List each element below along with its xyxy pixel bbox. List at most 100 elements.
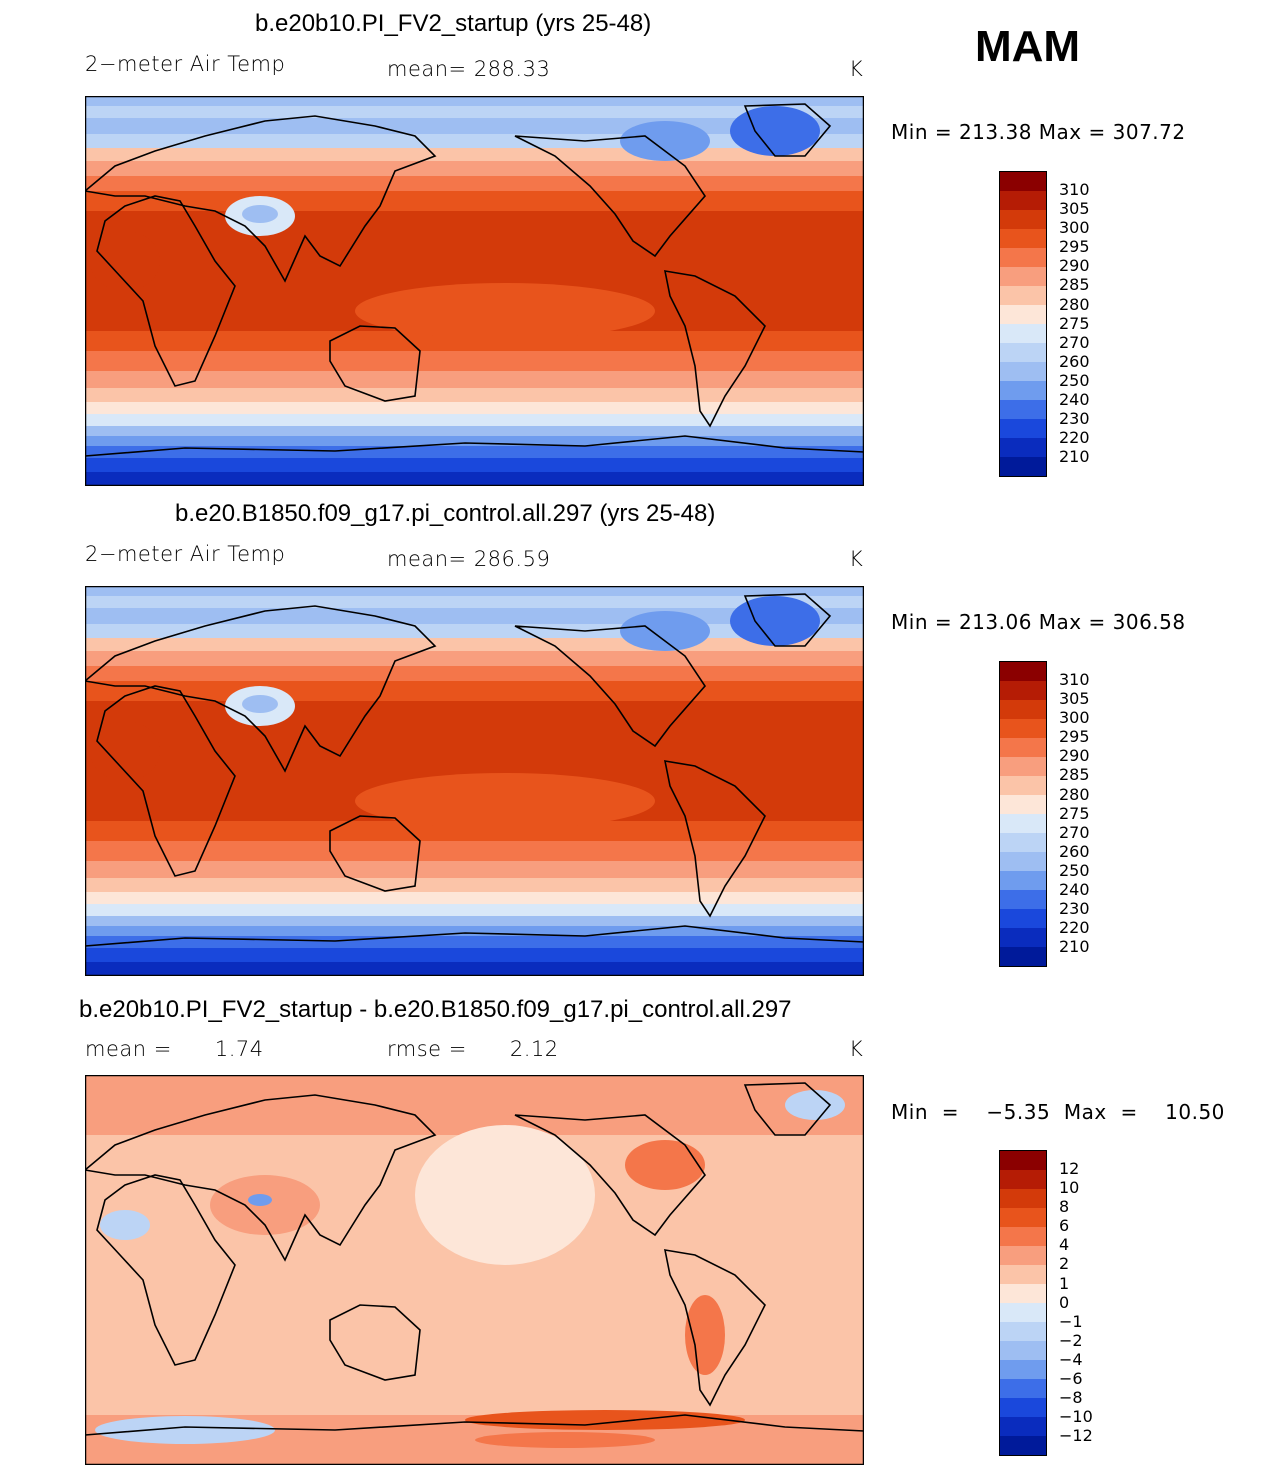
colorbar-tick: 285 [1059,275,1090,295]
panel-model-b: b.e20.B1850.f09_g17.pi_control.all.297 (… [0,490,1285,980]
colorbar-tick: 260 [1059,351,1090,371]
colorbar-tick: 275 [1059,803,1090,823]
colorbar-tick: 290 [1059,746,1090,766]
colorbar-tick: 305 [1059,199,1090,219]
colorbar-swatch [999,928,1047,947]
colorbar-swatch [999,833,1047,852]
colorbar-swatch [999,343,1047,362]
colorbar-tick: 295 [1059,237,1090,257]
colorbar-swatch [999,700,1047,719]
colorbar-tick-labels: 12 10 8 6 4 2 1 0 −1 −2 −4 −6 −8 −10 −12 [1059,1159,1093,1445]
colorbar-tick: 8 [1059,1197,1070,1217]
colorbar-tick: 260 [1059,841,1090,861]
colorbar-tick: 1 [1059,1273,1070,1293]
temperature-map [85,586,864,976]
colorbar-swatch [999,1303,1047,1322]
colorbar-tick: 280 [1059,784,1090,804]
panel-model-a: b.e20b10.PI_FV2_startup (yrs 25-48) 2−me… [0,0,1285,490]
units-label: K [849,1037,864,1061]
min-max-label: Min = 213.06 Max = 306.58 [891,610,1186,634]
colorbar-swatch [999,890,1047,909]
colorbar-swatch [999,381,1047,400]
colorbar-tick: 310 [1059,180,1090,199]
colorbar-swatch [999,1398,1047,1417]
colorbar-swatch [999,661,1047,681]
colorbar-swatch [999,457,1047,477]
colorbar-swatch [999,191,1047,210]
colorbar-swatch [999,1189,1047,1208]
colorbar-swatch [999,1436,1047,1456]
colorbar-swatch [999,229,1047,248]
panel-title: b.e20.B1850.f09_g17.pi_control.all.297 (… [175,500,716,527]
units-label: K [849,547,864,571]
colorbar-tick-labels: 310 305 300 295 290 285 280 275 270 260 250 240 230 2… [1059,180,1090,466]
colorbar-tick: −1 [1059,1311,1083,1331]
colorbar-tick: 270 [1059,332,1090,352]
colorbar-swatch [999,871,1047,890]
colorbar-tick: 2 [1059,1254,1070,1274]
colorbar-swatch [999,419,1047,438]
colorbar-tick: 210 [1059,447,1090,467]
colorbar-swatch [999,171,1047,191]
colorbar-swatch [999,1417,1047,1436]
colorbar-swatch [999,1227,1047,1246]
colorbar-tick: 290 [1059,256,1090,276]
mean-label: mean= 286.59 [387,547,551,571]
colorbar-swatch [999,795,1047,814]
colorbar-swatch [999,757,1047,776]
colorbar-swatch [999,738,1047,757]
colorbar-tick: 220 [1059,428,1090,448]
colorbar-tick: 4 [1059,1235,1070,1255]
colorbar-tick: 310 [1059,670,1090,689]
min-max-label: Min = 213.38 Max = 307.72 [891,120,1186,144]
colorbar-swatch [999,1170,1047,1189]
colorbar-tick: −8 [1059,1388,1083,1408]
colorbar-swatch [999,210,1047,229]
colorbar-tick: −4 [1059,1349,1083,1369]
colorbar-tick: 230 [1059,899,1090,919]
colorbar-swatch [999,1360,1047,1379]
colorbar-tick: −6 [1059,1369,1083,1389]
colorbar-swatch [999,1322,1047,1341]
colorbar-swatch [999,305,1047,324]
colorbar-swatch [999,248,1047,267]
colorbar-tick: −10 [1059,1407,1093,1427]
colorbar-tick: 250 [1059,860,1090,880]
colorbar-tick: 210 [1059,937,1090,957]
colorbar-swatch [999,267,1047,286]
colorbar [999,171,1047,477]
colorbar-tick: 0 [1059,1292,1070,1312]
mean-label: mean= 288.33 [387,57,551,81]
colorbar-tick: 305 [1059,689,1090,709]
colorbar-tick: 250 [1059,370,1090,390]
colorbar [999,1150,1047,1456]
colorbar-swatch [999,947,1047,967]
colorbar-tick: −12 [1059,1426,1093,1446]
colorbar-tick: 280 [1059,294,1090,314]
colorbar-swatch [999,324,1047,343]
colorbar-tick: 10 [1059,1178,1080,1198]
panel-title: b.e20b10.PI_FV2_startup - b.e20.B1850.f0… [79,996,792,1023]
colorbar-swatch [999,400,1047,419]
colorbar-swatch [999,1284,1047,1303]
colorbar-swatch [999,1379,1047,1398]
mean-label: mean = 1.74 [85,1037,264,1061]
colorbar-swatch [999,286,1047,305]
temperature-map [85,96,864,486]
variable-label: 2−meter Air Temp [85,542,286,566]
panel-title: b.e20b10.PI_FV2_startup (yrs 25-48) [255,10,652,37]
colorbar-swatch [999,1150,1047,1170]
colorbar-tick: 295 [1059,727,1090,747]
colorbar-swatch [999,776,1047,795]
colorbar-tick-labels: 310 305 300 295 290 285 280 275 270 260 250 240 230 2… [1059,670,1090,956]
colorbar-tick: 220 [1059,918,1090,938]
colorbar-swatch [999,1246,1047,1265]
colorbar-tick: 300 [1059,708,1090,728]
colorbar [999,661,1047,967]
min-max-label: Min = −5.35 Max = 10.50 [891,1100,1225,1124]
colorbar-tick: 6 [1059,1216,1070,1236]
colorbar-swatch [999,852,1047,871]
colorbar-tick: 270 [1059,822,1090,842]
colorbar-tick: 285 [1059,765,1090,785]
colorbar-swatch [999,814,1047,833]
